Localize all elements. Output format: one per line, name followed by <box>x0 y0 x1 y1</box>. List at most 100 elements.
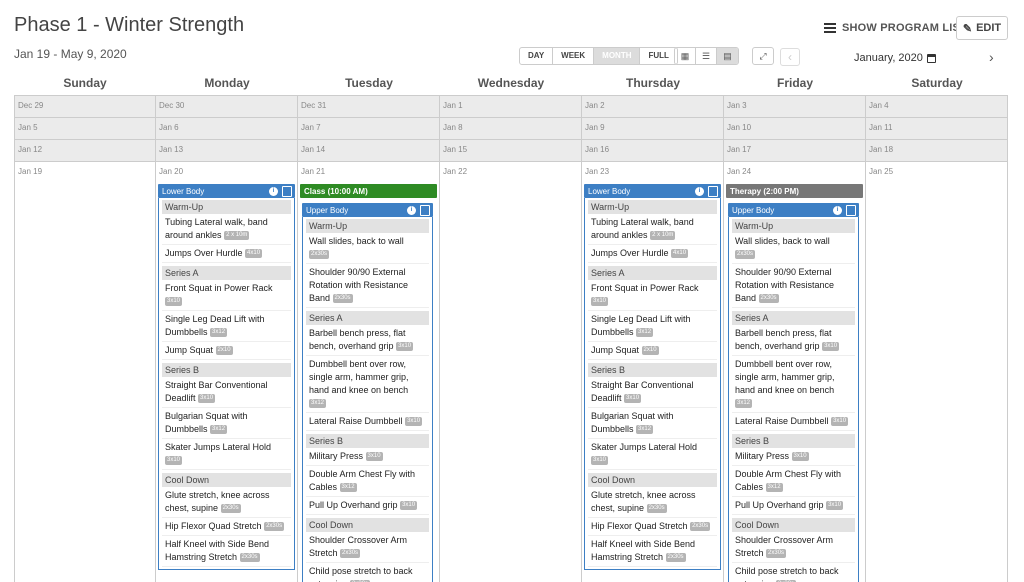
compact-view-icon[interactable]: ▤ <box>717 48 738 64</box>
exercise-item[interactable]: Dumbbell bent over row, single arm, hamm… <box>306 356 429 413</box>
day-cell[interactable]: Jan 2 <box>582 96 724 117</box>
day-cell[interactable]: Dec 29 <box>14 96 156 117</box>
therapy-event-header[interactable]: Therapy (2:00 PM) <box>726 184 863 198</box>
exercise-item[interactable]: Half Kneel with Side Bend Hamstring Stre… <box>162 536 291 567</box>
exercise-item[interactable]: Military Press 3x10 <box>732 448 855 466</box>
day-cell[interactable]: Jan 8 <box>440 118 582 139</box>
exercise-item[interactable]: Shoulder Crossover Arm Stretch 2x30s <box>732 532 855 563</box>
exercise-item[interactable]: Jump Squat 2x10 <box>588 342 717 360</box>
notebook-icon[interactable] <box>282 185 292 197</box>
month-selector[interactable]: January, 2020 <box>854 52 936 64</box>
exercise-item[interactable]: Hip Flexor Quad Stretch 2x30s <box>588 518 717 536</box>
class-event[interactable]: Class (10:00 AM) Upper Body i Warm-Up Wal… <box>300 184 437 582</box>
list-view-icon[interactable]: ☰ <box>696 48 717 64</box>
edit-button[interactable]: ✎ EDIT <box>956 16 1008 40</box>
exercise-item[interactable]: Double Arm Chest Fly with Cables 3x12 <box>306 466 429 497</box>
exercise-item[interactable]: Jumps Over Hurdle 4x10 <box>162 245 291 263</box>
exercise-item[interactable]: Tubing Lateral walk, band around ankles … <box>162 214 291 245</box>
day-cell[interactable]: Jan 19 <box>14 162 156 582</box>
day-cell[interactable]: Jan 10 <box>724 118 866 139</box>
view-full-button[interactable]: FULL <box>648 51 669 60</box>
grid-view-icon[interactable]: ▦ <box>675 48 696 64</box>
info-icon[interactable]: i <box>407 205 416 215</box>
day-cell[interactable]: Jan 3 <box>724 96 866 117</box>
day-cell[interactable]: Jan 18 <box>866 140 1008 161</box>
day-cell[interactable]: Jan 11 <box>866 118 1008 139</box>
info-icon[interactable]: i <box>695 186 704 196</box>
exercise-item[interactable]: Child pose stretch to back extension 2x3… <box>306 563 429 582</box>
class-event-header[interactable]: Class (10:00 AM) <box>300 184 437 198</box>
day-cell[interactable]: Dec 30 <box>156 96 298 117</box>
exercise-item[interactable]: Straight Bar Conventional Deadlift 3x10 <box>162 377 291 408</box>
workout-header[interactable]: Upper Body i <box>302 203 433 217</box>
notebook-icon[interactable] <box>846 204 856 216</box>
exercise-item[interactable]: Skater Jumps Lateral Hold 3x10 <box>162 439 291 470</box>
view-day-button[interactable]: DAY <box>520 48 554 64</box>
exercise-item[interactable]: Double Arm Chest Fly with Cables 3x12 <box>732 466 855 497</box>
exercise-item[interactable]: Jumps Over Hurdle 4x10 <box>588 245 717 263</box>
day-cell[interactable]: Jan 20 Lower Body i Warm-Up Tubing Latera… <box>156 162 298 582</box>
expand-icon[interactable]: ⤢ <box>752 47 774 65</box>
exercise-item[interactable]: Straight Bar Conventional Deadlift 3x10 <box>588 377 717 408</box>
day-cell[interactable]: Jan 12 <box>14 140 156 161</box>
exercise-item[interactable]: Hip Flexor Quad Stretch 2x30s <box>162 518 291 536</box>
day-cell[interactable]: Jan 13 <box>156 140 298 161</box>
exercise-item[interactable]: Child pose stretch to back extension 2x3… <box>732 563 855 582</box>
day-cell[interactable]: Jan 4 <box>866 96 1008 117</box>
workout-event[interactable]: Lower Body i Warm-Up Tubing Lateral walk,… <box>584 184 721 570</box>
exercise-item[interactable]: Shoulder 90/90 External Rotation with Re… <box>306 264 429 308</box>
day-cell[interactable]: Jan 22 <box>440 162 582 582</box>
info-icon[interactable]: i <box>269 186 278 196</box>
workout-header[interactable]: Lower Body i <box>158 184 295 198</box>
exercise-item[interactable]: Front Squat in Power Rack 3x10 <box>162 280 291 311</box>
day-cell[interactable]: Jan 6 <box>156 118 298 139</box>
exercise-item[interactable]: Bulgarian Squat with Dumbbells 3x12 <box>162 408 291 439</box>
notebook-icon[interactable] <box>420 204 430 216</box>
exercise-item[interactable]: Dumbbell bent over row, single arm, hamm… <box>732 356 855 413</box>
day-cell[interactable]: Jan 24 Therapy (2:00 PM) Upper Body i Wa… <box>724 162 866 582</box>
workout-header[interactable]: Upper Body i <box>728 203 859 217</box>
day-cell[interactable]: Jan 16 <box>582 140 724 161</box>
exercise-item[interactable]: Barbell bench press, flat bench, overhan… <box>732 325 855 356</box>
day-cell[interactable]: Jan 5 <box>14 118 156 139</box>
next-month-button[interactable]: › <box>989 49 994 65</box>
exercise-item[interactable]: Wall slides, back to wall 2x30s <box>306 233 429 264</box>
exercise-item[interactable]: Pull Up Overhand grip 3x10 <box>732 497 855 515</box>
exercise-item[interactable]: Jump Squat 2x10 <box>162 342 291 360</box>
day-cell[interactable]: Jan 14 <box>298 140 440 161</box>
exercise-item[interactable]: Shoulder 90/90 External Rotation with Re… <box>732 264 855 308</box>
day-cell[interactable]: Jan 25 <box>866 162 1008 582</box>
view-month-button[interactable]: MONTH <box>594 48 641 64</box>
day-cell[interactable]: Jan 17 <box>724 140 866 161</box>
exercise-item[interactable]: Skater Jumps Lateral Hold 3x10 <box>588 439 717 470</box>
show-program-list-button[interactable]: SHOW PROGRAM LIST <box>824 22 967 34</box>
exercise-item[interactable]: Single Leg Dead Lift with Dumbbells 3x12 <box>588 311 717 342</box>
exercise-item[interactable]: Military Press 3x10 <box>306 448 429 466</box>
day-cell[interactable]: Jan 23 Lower Body i Warm-Up Tubing Latera… <box>582 162 724 582</box>
workout-event[interactable]: Lower Body i Warm-Up Tubing Lateral walk,… <box>158 184 295 570</box>
workout-event[interactable]: Upper Body i Warm-Up Wall slides, back to… <box>728 203 859 582</box>
view-week-button[interactable]: WEEK <box>553 48 595 64</box>
exercise-item[interactable]: Wall slides, back to wall 2x30s <box>732 233 855 264</box>
therapy-event[interactable]: Therapy (2:00 PM) Upper Body i Warm-Up Wa… <box>726 184 863 582</box>
workout-event[interactable]: Upper Body i Warm-Up Wall slides, back to… <box>302 203 433 582</box>
exercise-item[interactable]: Tubing Lateral walk, band around ankles … <box>588 214 717 245</box>
exercise-item[interactable]: Lateral Raise Dumbbell 3x10 <box>306 413 429 431</box>
day-cell[interactable]: Jan 7 <box>298 118 440 139</box>
prev-month-button[interactable]: ‹ <box>780 48 800 66</box>
exercise-item[interactable]: Barbell bench press, flat bench, overhan… <box>306 325 429 356</box>
info-icon[interactable]: i <box>833 205 842 215</box>
exercise-item[interactable]: Pull Up Overhand grip 3x10 <box>306 497 429 515</box>
exercise-item[interactable]: Front Squat in Power Rack 3x10 <box>588 280 717 311</box>
day-cell[interactable]: Jan 15 <box>440 140 582 161</box>
exercise-item[interactable]: Bulgarian Squat with Dumbbells 3x12 <box>588 408 717 439</box>
day-cell[interactable]: Jan 9 <box>582 118 724 139</box>
day-cell[interactable]: Jan 1 <box>440 96 582 117</box>
exercise-item[interactable]: Lateral Raise Dumbbell 3x10 <box>732 413 855 431</box>
notebook-icon[interactable] <box>708 185 718 197</box>
day-cell[interactable]: Dec 31 <box>298 96 440 117</box>
exercise-item[interactable]: Glute stretch, knee across chest, supine… <box>588 487 717 518</box>
exercise-item[interactable]: Half Kneel with Side Bend Hamstring Stre… <box>588 536 717 567</box>
workout-header[interactable]: Lower Body i <box>584 184 721 198</box>
exercise-item[interactable]: Glute stretch, knee across chest, supine… <box>162 487 291 518</box>
